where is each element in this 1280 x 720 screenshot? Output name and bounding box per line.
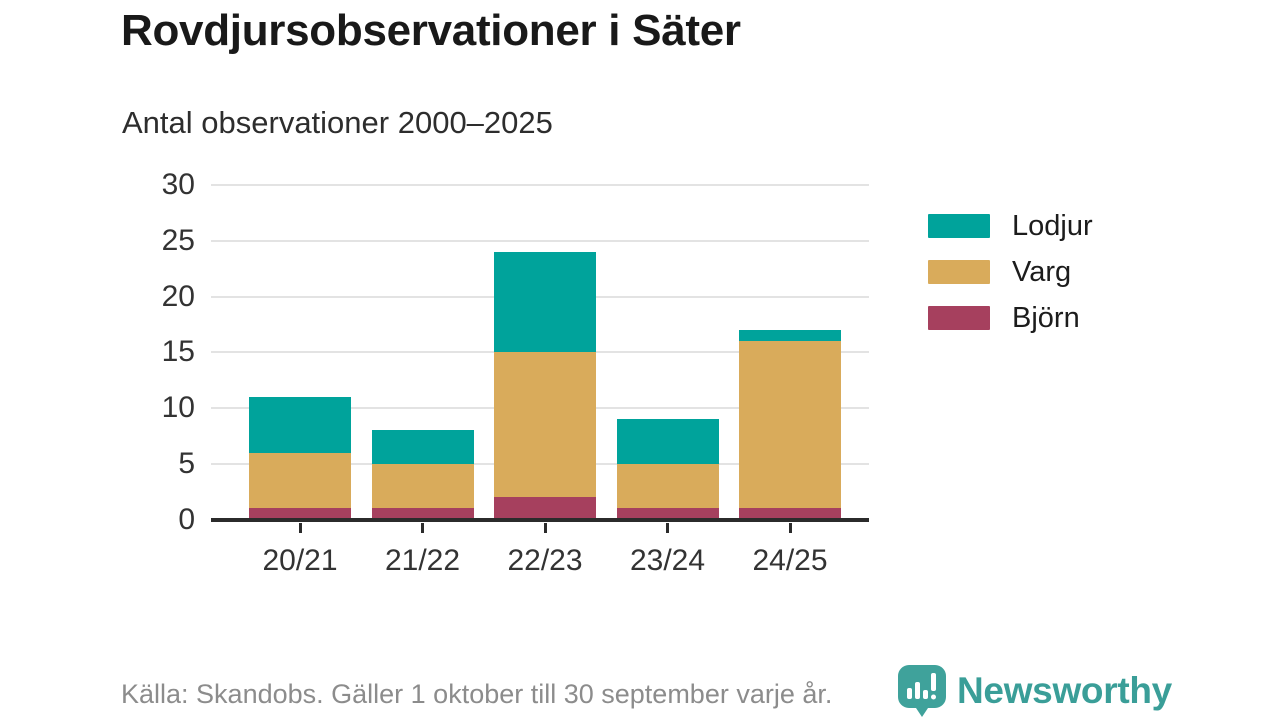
chart-title: Rovdjursobservationer i Säter [121,6,741,55]
y-axis-tick-label: 15 [161,335,195,369]
bar-segment-lodjur [249,396,351,453]
x-axis-tick [421,523,424,533]
legend-swatch-lodjur [928,214,990,238]
x-axis-tick [543,523,547,533]
y-axis-tick-label: 20 [161,279,195,313]
gridline [211,239,869,242]
bar-segment-björn [249,508,351,520]
y-axis-tick-label: 0 [178,502,195,536]
bar-segment-björn [739,508,841,520]
gridline [211,184,869,186]
x-axis-line [211,518,869,522]
bar-segment-varg [371,463,474,509]
y-axis-tick-label: 25 [161,223,195,257]
source-note: Källa: Skandobs. Gäller 1 oktober till 3… [121,679,833,709]
legend-swatch-varg [928,260,990,284]
legend-row: Björn [928,301,1093,334]
speech-bubble-bar-chart-icon [898,665,946,717]
y-axis-tick-label: 10 [161,391,195,424]
legend-row: Varg [928,255,1093,288]
bar-segment-lodjur [616,419,719,464]
bar-segment-björn [494,497,596,520]
chart-subtitle: Antal observationer 2000–2025 [122,105,553,140]
y-axis-tick-label: 5 [178,446,195,480]
bar-segment-björn [371,508,474,520]
x-axis-tick-label: 24/25 [752,544,828,577]
newsworthy-wordmark: Newsworthy [957,669,1172,711]
bar-segment-lodjur [494,251,596,353]
legend-row: Lodjur [928,209,1093,242]
bar-segment-björn [616,508,719,520]
legend: Lodjur Varg Björn [928,209,1093,352]
legend-label: Björn [1012,301,1080,334]
x-axis-tick-label: 20/21 [262,544,338,577]
bar-segment-lodjur [739,329,841,342]
legend-swatch-björn [928,306,990,330]
y-axis-tick-label: 30 [161,168,195,201]
newsworthy-brand: Newsworthy [897,664,1172,717]
bar-segment-varg [494,352,596,498]
legend-label: Varg [1012,255,1072,288]
x-axis-tick-label: 23/24 [629,544,706,577]
bar-segment-lodjur [371,430,474,464]
bar-segment-varg [739,341,841,509]
x-axis-tick-label: 21/22 [384,544,461,577]
x-axis-tick [298,523,302,533]
x-axis-tick-label: 22/23 [507,544,583,577]
bar-segment-varg [249,452,351,509]
legend-label: Lodjur [1012,209,1093,242]
x-axis-tick [666,523,669,533]
x-axis-tick [788,523,792,533]
bar-segment-varg [616,463,719,509]
